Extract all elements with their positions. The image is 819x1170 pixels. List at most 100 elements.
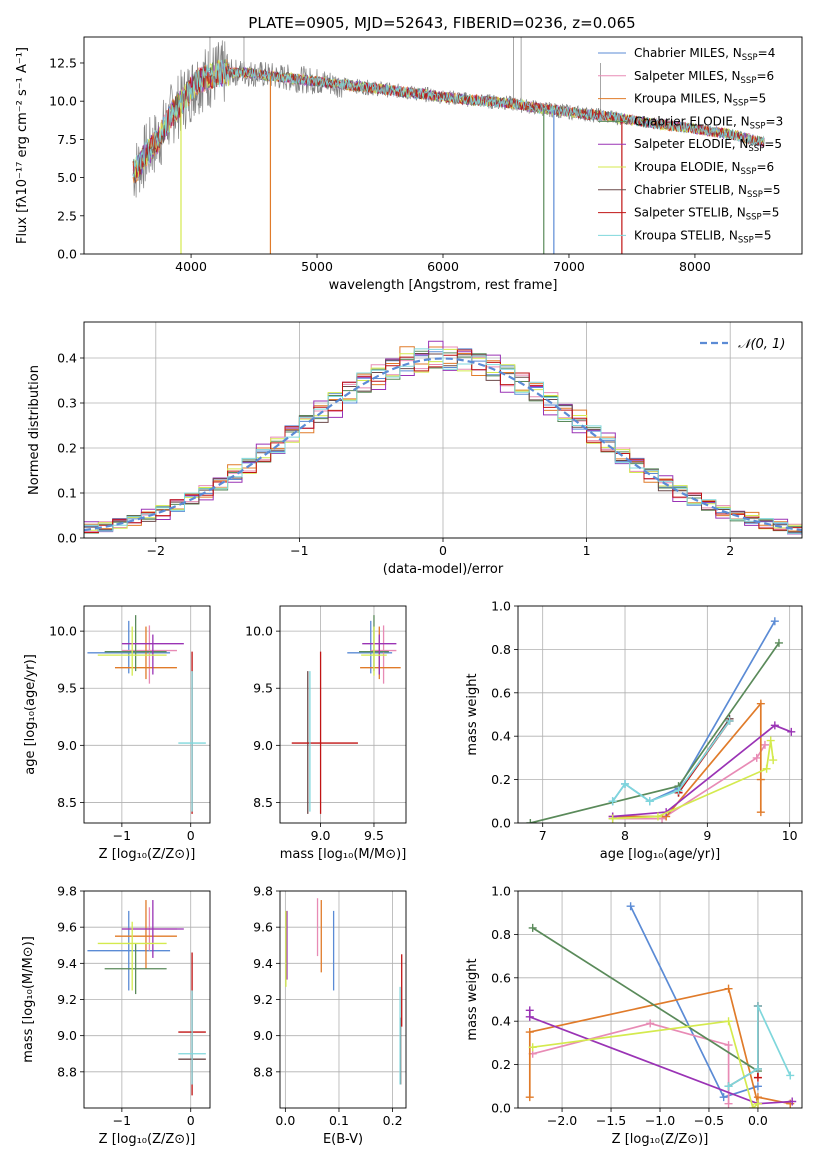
y-tick-label: 12.5 [49,55,77,70]
weight-marker [787,727,796,736]
weight-vs-Z-ylabel: mass weight [465,958,480,1040]
weight-marker [646,1019,655,1028]
model-spectrum-line [132,62,765,178]
weight-marker [788,1097,797,1106]
weight-marker [528,1043,537,1052]
spectrum-ylabel: Flux [fλ10⁻¹⁷ erg cm⁻² s⁻¹ A⁻¹] [15,47,30,244]
y-tick-label: 8.5 [253,795,273,810]
x-tick-label: 0.0 [748,1113,768,1128]
y-tick-label: 1.0 [491,884,511,899]
y-tick-label: 9.6 [253,920,273,935]
x-tick-label: 9.0 [311,828,331,843]
weight-vs-age-ylabel: mass weight [465,673,480,755]
y-tick-label: 7.5 [57,132,77,147]
weight-marker [525,1093,534,1102]
figure-layer: 4000 5000 6000 7000 80000.02.55.07.510.012.5… [15,36,803,1147]
weight-marker [645,797,654,806]
data-spectrum-line [132,40,623,198]
x-tick-label: −2.0 [547,1113,577,1128]
y-tick-label: 8.8 [57,1064,77,1079]
weight-marker [753,1064,762,1073]
x-tick-label: 8000 [679,259,711,274]
y-tick-label: 0.6 [491,685,511,700]
y-tick-label: 0.1 [57,486,77,501]
mass-vs-ebv-plot-area [285,898,403,1085]
spectrum-plot-area [132,37,765,254]
x-tick-label: −0.5 [694,1113,724,1128]
residuals-axes: −2 −1 0 1 2 0.0 0.1 0.2 0.3 0.4 (data-model)/error… [27,321,803,577]
weight-marker [724,1017,733,1026]
y-tick-label: 9.4 [57,956,77,971]
legend-label: Kroupa MILES, NSSP=5 [634,92,766,109]
y-tick-label: 9.0 [57,1028,77,1043]
error-bar-point [104,943,167,995]
spectrum-legend: Chabrier MILES, NSSP=4 Salpeter MILES, NS… [598,46,783,245]
x-tick-label: 0.2 [383,1113,403,1128]
weight-vs-age-xlabel: age [log₁₀(age/yr)] [600,847,721,862]
y-tick-label: 9.0 [253,1028,273,1043]
weight-marker [769,756,778,765]
age-vs-mass-plot-area [291,615,401,814]
error-bar-point [114,626,177,680]
y-tick-label: 10.0 [49,94,77,109]
legend-label: Kroupa STELIB, NSSP=5 [634,228,772,245]
y-tick-label: 0.4 [57,351,77,366]
weight-marker [653,812,662,821]
y-tick-label: 0.0 [57,247,77,262]
x-tick-label: 7 [539,828,547,843]
y-tick-label: 0.4 [491,1014,511,1029]
legend-label: 𝒩(0, 1) [738,337,785,352]
error-bar-point [97,921,167,991]
residuals-plot-area [84,340,802,535]
weight-vs-Z-axes: −2.0 −1.5 −1.0 −0.5 0.0 0.0 0.2 0.4 0.6 0.8 1.0 Z [… [465,884,803,1147]
weight-vs-Z-plot-area [525,902,797,1108]
weight-marker [753,1002,762,1011]
mass-vs-ebv-xlabel: E(B-V) [323,1132,363,1147]
y-tick-label: 1.0 [491,599,511,614]
weight-marker [749,1104,758,1108]
error-bar-point [114,900,177,969]
weight-series-line [612,701,762,818]
y-tick-label: 2.5 [57,208,77,223]
weight-marker [760,740,769,749]
mass-vs-Z-xlabel: Z [log₁₀(Z/Z⊙)] [99,1132,196,1147]
x-tick-label: 6000 [427,259,459,274]
weight-marker [724,1082,733,1091]
y-tick-label: 0.2 [491,1057,511,1072]
weight-marker [621,779,630,788]
y-tick-label: 9.2 [253,992,273,1007]
y-tick-label: 0.4 [491,729,511,744]
x-tick-label: 9 [703,828,711,843]
x-tick-label: 5000 [301,259,333,274]
model-spectrum-line [132,60,765,178]
weight-marker [725,717,734,726]
spectrum-axes: 4000 5000 6000 7000 8000 0.0 2.5 5.0 7.5 10.0 12.5… [15,36,803,293]
y-tick-label: 5.0 [57,170,77,185]
legend-label: Chabrier STELIB, NSSP=5 [634,183,781,200]
age-vs-Z-plot-area [87,615,206,814]
mass-vs-ebv-axes: 0.0 0.1 0.2 8.8 9.0 9.2 9.4 9.6 9.8 E(B-V) [253,884,407,1147]
error-bar-point [347,620,393,674]
x-tick-label: −1 [113,828,131,843]
error-bar-point [87,620,171,674]
histogram-step [84,348,802,534]
age-vs-Z-frame [83,605,211,824]
weight-series-line [528,987,791,1105]
y-tick-label: 9.0 [253,738,273,753]
weight-vs-Z-xlabel: Z [log₁₀(Z/Z⊙)] [612,1132,709,1147]
x-tick-label: 1 [583,543,591,558]
weight-series-line [728,1005,791,1088]
weight-marker [525,1028,534,1037]
y-tick-label: 9.5 [57,681,77,696]
weight-marker [526,819,535,823]
mass-vs-Z-ylabel: mass [log₁₀(M/M⊙)] [21,936,36,1063]
error-bar-point [97,626,167,676]
error-bar-point [178,671,206,812]
weight-marker [525,1012,534,1021]
weight-marker [674,786,683,795]
weight-marker [719,1093,728,1102]
weight-marker [753,1099,762,1108]
x-tick-label: 0 [439,543,447,558]
weight-marker [724,984,733,993]
y-tick-label: 9.6 [57,920,77,935]
